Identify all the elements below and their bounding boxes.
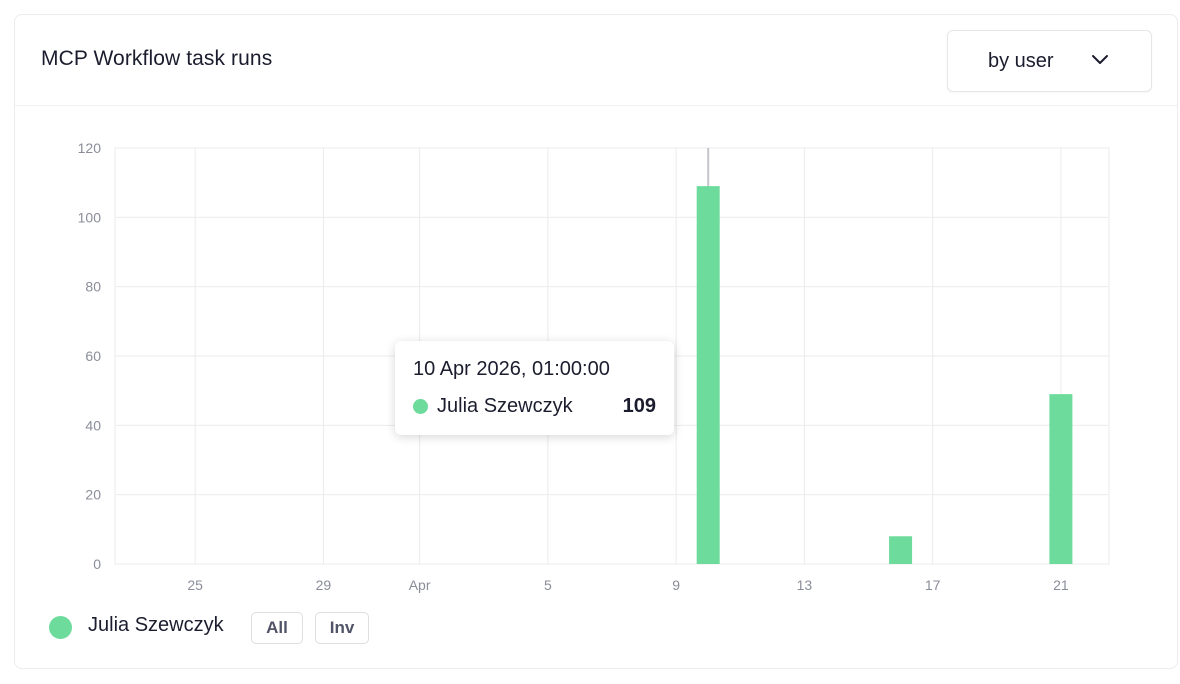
x-tick-label: Apr — [409, 577, 431, 593]
tooltip-series-name: Julia Szewczyk — [437, 395, 573, 417]
bar — [1049, 394, 1073, 564]
chart-title: MCP Workflow task runs — [41, 47, 273, 70]
group-by-value: by user — [988, 50, 1054, 72]
bar — [696, 186, 720, 564]
x-tick-label: 13 — [797, 577, 813, 593]
y-tick-label: 80 — [85, 279, 101, 295]
legend-invert-button[interactable]: Inv — [315, 612, 369, 644]
tooltip-date: 10 Apr 2026, 01:00:00 — [413, 358, 610, 380]
card-header: MCP Workflow task runs by user — [15, 15, 1177, 106]
x-tick-label: 21 — [1053, 577, 1069, 593]
x-tick-label: 5 — [544, 577, 552, 593]
chevron-down-icon — [1092, 55, 1108, 64]
y-tick-label: 60 — [85, 348, 101, 364]
x-tick-label: 17 — [925, 577, 941, 593]
y-tick-label: 0 — [93, 556, 101, 572]
y-tick-label: 120 — [78, 140, 102, 156]
x-tick-label: 29 — [316, 577, 332, 593]
group-by-select[interactable]: by user — [947, 30, 1152, 92]
y-tick-label: 100 — [78, 209, 102, 225]
y-tick-label: 40 — [85, 417, 101, 433]
legend-select-all-button[interactable]: All — [251, 612, 303, 644]
tooltip-value: 109 — [622, 395, 656, 417]
x-tick-label: 9 — [672, 577, 680, 593]
tooltip-series-dot — [413, 399, 428, 414]
legend-series-label[interactable]: Julia Szewczyk — [88, 614, 224, 636]
y-tick-label: 20 — [85, 487, 101, 503]
x-tick-label: 25 — [187, 577, 203, 593]
legend-series-dot[interactable] — [49, 616, 72, 639]
bar — [889, 536, 913, 564]
chart-tooltip: 10 Apr 2026, 01:00:00 Julia Szewczyk 109 — [395, 341, 674, 435]
